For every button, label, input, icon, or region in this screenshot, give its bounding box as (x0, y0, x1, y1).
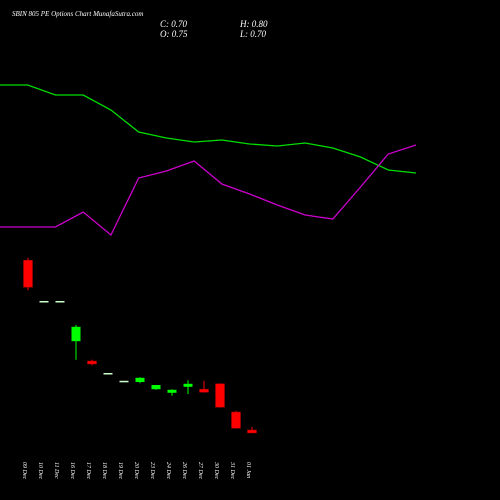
x-tick-label: 10 Dec (37, 462, 43, 479)
candle-body (55, 301, 65, 303)
x-tick-label: 23 Dec (149, 462, 155, 479)
x-tick-label: 24 Dec (165, 462, 172, 479)
candle-body (167, 389, 177, 393)
candle-body (23, 259, 33, 288)
line-series (0, 84, 417, 174)
x-tick-label: 17 Dec (85, 462, 91, 479)
x-tick-label: 20 Dec (133, 462, 139, 479)
candle-body (183, 383, 193, 387)
candle-body (151, 385, 161, 390)
line-series (0, 144, 417, 237)
candle-body (103, 373, 113, 375)
high-label: H: 0.80 (239, 19, 268, 29)
low-label: L: 0.70 (239, 29, 267, 39)
x-tick-label: 27 Dec (197, 462, 203, 479)
x-tick-label: 31 Dec (229, 461, 235, 479)
open-label: O: 0.75 (160, 29, 188, 39)
chart-title: SBIN 805 PE Options Chart MunafaSutra.co… (12, 10, 143, 18)
candle-body (231, 411, 241, 429)
x-tick-label: 26 Dec (181, 462, 187, 479)
x-tick-label: 09 Dec (21, 462, 27, 479)
x-tick-label: 18 Dec (101, 462, 107, 479)
candle-body (87, 360, 97, 365)
candle-body (119, 380, 129, 383)
x-tick-label: 30 Dec (213, 461, 219, 479)
candle-body (135, 377, 145, 382)
candle-body (199, 388, 209, 393)
x-tick-label: 19 Dec (117, 462, 123, 479)
candle-body (247, 429, 257, 434)
x-tick-label: 01 Jan (245, 462, 251, 478)
candle-body (215, 383, 225, 408)
x-tick-label: 16 Dec (69, 462, 75, 479)
candle-body (39, 301, 49, 303)
candle-body (71, 326, 81, 342)
close-label: C: 0.70 (160, 19, 188, 29)
x-tick-label: 11 Dec (53, 462, 59, 479)
